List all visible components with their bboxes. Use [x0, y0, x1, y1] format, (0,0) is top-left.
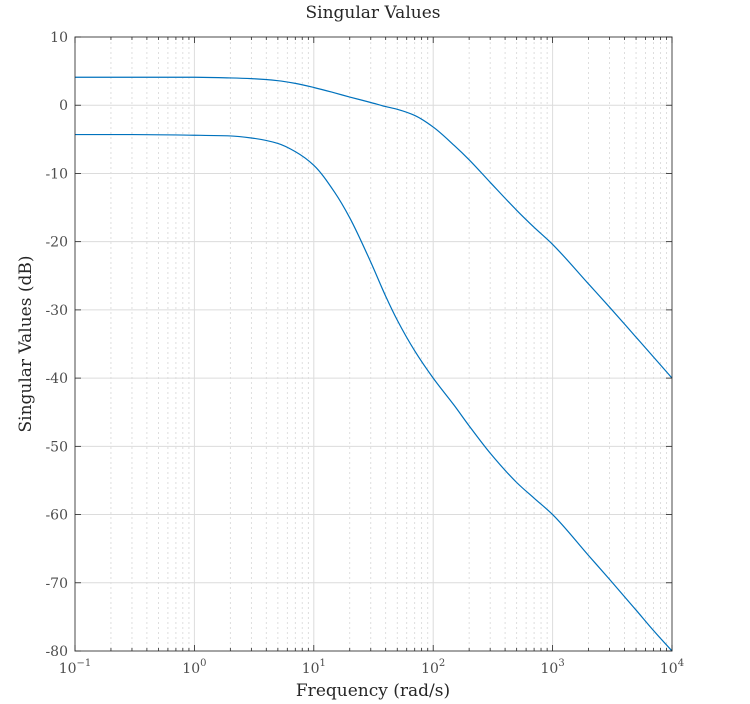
x-tick-labels: 10−1 100 101 102 103 104	[59, 658, 684, 677]
tick-marks	[74, 36, 673, 652]
series-layer	[74, 76, 673, 652]
x-tick-label: 104	[660, 658, 684, 677]
y-tick-label: -60	[45, 508, 68, 524]
y-tick-label: 0	[59, 98, 68, 114]
plot-area[interactable]	[74, 36, 673, 652]
chart-title: Singular Values	[306, 3, 441, 23]
y-axis-label: Singular Values (dB)	[16, 255, 36, 432]
y-tick-label: -80	[45, 644, 68, 660]
x-tick-label: 100	[182, 658, 206, 677]
x-tick-label: 101	[302, 658, 326, 677]
x-axis-label: Frequency (rad/s)	[296, 681, 450, 701]
y-tick-label: 10	[50, 30, 68, 46]
minor-grid	[110, 37, 667, 651]
y-tick-label: -30	[45, 303, 68, 319]
x-tick-label: 102	[421, 658, 445, 677]
y-tick-label: -20	[45, 235, 68, 251]
axes-frame	[74, 36, 673, 652]
y-tick-label: -10	[45, 166, 68, 182]
x-tick-label: 103	[540, 658, 564, 677]
y-tick-label: -50	[45, 439, 68, 455]
y-tick-label: -70	[45, 576, 68, 592]
singular-value-line	[75, 76, 673, 379]
x-tick-label: 10−1	[59, 658, 92, 677]
y-tick-label: -40	[45, 371, 68, 387]
singular-value-line	[74, 133, 673, 652]
y-tick-labels: 10 0 -10 -20 -30 -40 -50 -60 -70 -80	[45, 30, 68, 660]
